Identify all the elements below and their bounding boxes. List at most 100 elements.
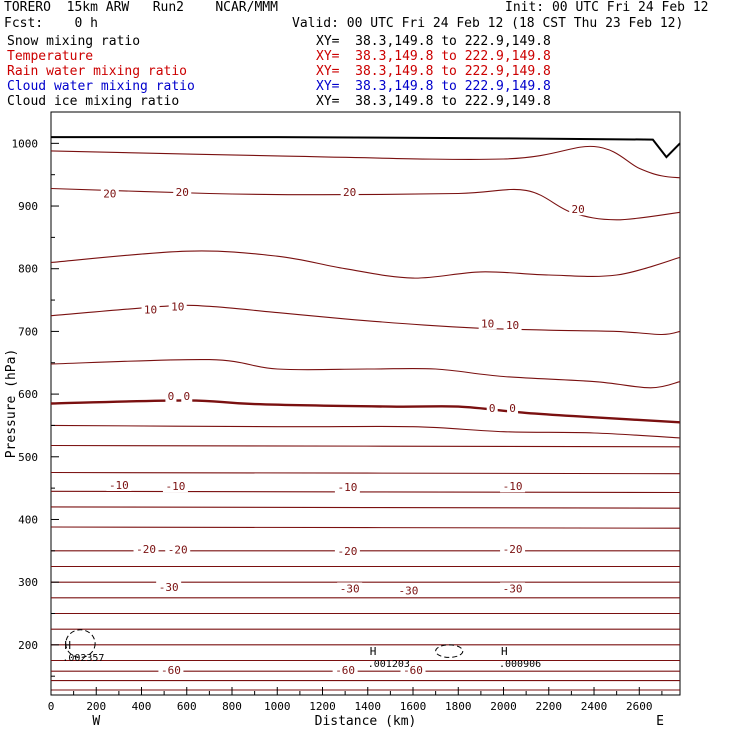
- isotherm-label: -60: [161, 664, 181, 677]
- x-tick-label: 200: [86, 700, 106, 713]
- isotherm-label-bg: [181, 389, 193, 402]
- isotherm-label: -20: [503, 543, 523, 556]
- field-temperature-xy: XY= 38.3,149.8 to 222.9,149.8: [316, 49, 551, 64]
- y-tick-label: 200: [18, 639, 38, 652]
- isotherm-label: -10: [166, 480, 186, 493]
- field-cloud-water-xy: XY= 38.3,149.8 to 222.9,149.8: [316, 79, 551, 94]
- isotherm-label-bg: [486, 401, 498, 414]
- y-tick-label: 900: [18, 200, 38, 213]
- isotherm-label: -20: [168, 544, 188, 557]
- model-title: TORERO 15km ARW Run2 NCAR/MMM: [4, 0, 278, 15]
- isotherm-label: -20: [136, 543, 156, 556]
- isotherm-line: [50, 145, 681, 179]
- isotherm-line: [50, 187, 681, 221]
- isotherm-label: -30: [399, 584, 419, 597]
- isotherm-label-bg: [503, 319, 522, 332]
- cloud-ice-contour: [435, 644, 464, 658]
- x-tick-label: 2600: [626, 700, 653, 713]
- isotherm-label: 0: [168, 390, 175, 403]
- isotherm-label: -30: [503, 582, 523, 595]
- maximum-value: .000906: [499, 659, 541, 670]
- terrain-line: [51, 136, 681, 159]
- x-tick-label: 1600: [400, 700, 427, 713]
- isotherm-label-bg: [500, 480, 526, 493]
- east-label: E: [656, 714, 664, 729]
- isotherm-label-bg: [334, 480, 360, 493]
- isotherm-label-bg: [100, 187, 119, 200]
- isotherm-label-bg: [334, 544, 360, 557]
- isotherm-label-bg: [507, 401, 519, 414]
- maximum-marker: H: [64, 639, 71, 652]
- isotherm-label-bg: [165, 543, 191, 556]
- field-rain-name: Rain water mixing ratio: [7, 64, 188, 79]
- isotherm-line: [50, 471, 681, 475]
- isotherm-label: 10: [506, 319, 519, 332]
- field-cloud-ice-xy: XY= 38.3,149.8 to 222.9,149.8: [316, 94, 551, 109]
- isotherm-label-bg: [500, 582, 526, 595]
- isotherm-label: 0: [489, 402, 496, 415]
- field-cloud-water-name: Cloud water mixing ratio: [7, 79, 195, 94]
- isotherm-label: 0: [183, 390, 190, 403]
- y-tick-label: 600: [18, 388, 38, 401]
- field-snow-xy: XY= 38.3,149.8 to 222.9,149.8: [316, 34, 551, 49]
- y-tick-label: 500: [18, 451, 38, 464]
- maximum-marker: H: [501, 645, 508, 658]
- y-axis: 200 300 400 500 600 700 800 900 1000: [12, 111, 59, 677]
- x-tick-label: 2000: [490, 700, 517, 713]
- isotherm-label: 20: [343, 186, 356, 199]
- y-tick-label: 700: [18, 325, 38, 338]
- isotherm-label: 20: [103, 187, 116, 200]
- x-axis: 0 200 400 600 800 1000 1200 1400 1600 1800 2000 220…: [48, 687, 663, 713]
- isotherm-label: 10: [171, 300, 184, 313]
- y-axis-label: Pressure (hPa): [4, 349, 19, 459]
- x-tick-label: 2400: [581, 700, 608, 713]
- isotherm-line: [50, 358, 681, 389]
- isotherm-label-bg: [500, 542, 526, 555]
- terrain-layer: [51, 136, 681, 159]
- isotherm-line: [50, 304, 681, 336]
- isotherm-label: 20: [176, 186, 189, 199]
- isotherm-label-bg: [162, 480, 188, 493]
- x-tick-label: 1000: [264, 700, 291, 713]
- isotherm-line: [50, 490, 681, 494]
- maximum-value: .002357: [62, 653, 104, 664]
- isotherm-label-bg: [173, 186, 192, 199]
- isotherm-label: -10: [503, 480, 523, 493]
- isotherm-label-bg: [156, 581, 182, 594]
- plot-frame: [50, 111, 681, 696]
- isotherm-label: 10: [481, 317, 494, 330]
- isotherm-label: -60: [335, 664, 355, 677]
- isotherm-label-bg: [106, 478, 132, 491]
- isotherm-label: -60: [403, 664, 423, 677]
- isotherm-label: -20: [337, 545, 357, 558]
- x-tick-label: 600: [177, 700, 197, 713]
- x-axis-label: Distance (km): [315, 714, 417, 729]
- maximum-value: .001203: [368, 659, 410, 670]
- isotherm-label-bg: [569, 203, 588, 216]
- isotherm-label: -30: [340, 582, 360, 595]
- isotherm-label: 20: [572, 203, 585, 216]
- x-tick-label: 400: [132, 700, 152, 713]
- temperature-contours: -60 -60 -60 -30 -30 -30 -30 -20 -20 -20 -20 -10 -10 -…: [50, 145, 681, 691]
- field-cloud-ice-name: Cloud ice mixing ratio: [7, 94, 180, 109]
- y-tick-label: 800: [18, 263, 38, 276]
- isotherm-label-bg: [400, 663, 426, 676]
- isotherm-line: [50, 399, 681, 424]
- isotherm-label-bg: [478, 317, 497, 330]
- isotherm-label-bg: [141, 303, 160, 316]
- isotherm-label-bg: [168, 300, 187, 313]
- isotherm-label: 10: [144, 303, 157, 316]
- isotherm-label-bg: [332, 663, 358, 676]
- isotherm-label-bg: [165, 389, 177, 402]
- isotherm-label: 0: [509, 402, 516, 415]
- isotherm-line: [50, 250, 681, 279]
- valid-time: Valid: 00 UTC Fri 24 Feb 12 (18 CST Thu …: [292, 16, 684, 31]
- x-tick-label: 1200: [309, 700, 336, 713]
- x-tick-label: 2200: [536, 700, 563, 713]
- field-snow-name: Snow mixing ratio: [7, 34, 141, 49]
- isotherm-line: [50, 444, 681, 448]
- isotherm-label-bg: [158, 663, 184, 676]
- x-tick-label: 800: [222, 700, 242, 713]
